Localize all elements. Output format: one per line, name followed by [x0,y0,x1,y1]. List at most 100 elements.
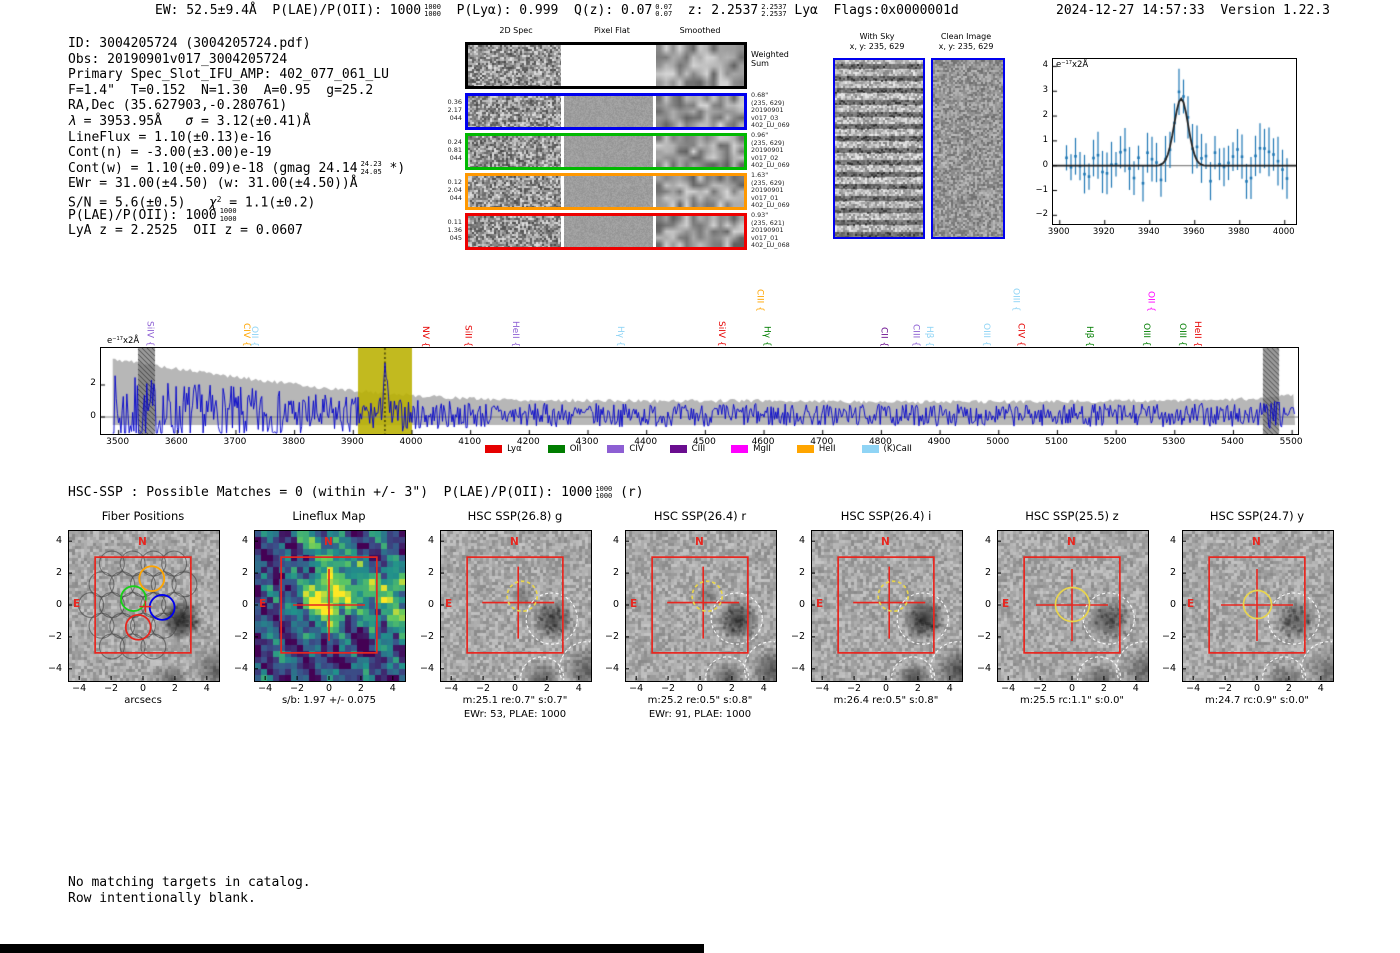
page-edge-bar [0,944,704,953]
cutout-y-tick: 2 [241,567,248,579]
pixel-flat-image [564,176,653,207]
cutout-title: Lineflux Map [292,509,366,523]
cutout-x-tick: −4 [258,683,273,694]
legend-swatch [547,445,565,453]
cutout-title: HSC SSP(24.7) y [1209,509,1305,523]
emission-line-label: CIV { [240,323,251,347]
legend-swatch [607,445,625,453]
compass-east: E [1187,598,1195,610]
cutout-xlabel: m:25.5 rc:1.1" s:0.0" [1019,695,1125,706]
emission-line-label: OIII { [1140,323,1151,347]
legend-label: MgII [753,444,771,454]
compass-east: E [1002,598,1010,610]
spec2d-row-right-labels: 0.68" (235, 629) 20190901 v017_03 402_LU_069 [751,91,790,130]
cutout-overlay [254,540,394,680]
legend-item: HeII [796,444,836,454]
spectrum-x-tick: 5000 [986,437,1010,447]
spec2d-row [465,133,747,170]
cutout-y-tick: 0 [427,599,434,610]
2d-spec-image [468,136,561,167]
line-fit-plot [1052,58,1297,225]
legend-swatch [796,445,814,453]
spec2d-row-left-labels: 0.11 1.36 045 [447,218,462,242]
emission-line-label: SiIV { [716,321,727,347]
cutout-overlay [440,540,590,680]
cutout-y-tick: 0 [241,599,248,610]
cutout-overlay [997,540,1147,680]
legend-item: MgII [731,444,771,454]
spectrum-x-tick: 4000 [399,437,423,447]
pixel-flat-image [564,136,653,167]
spectrum-x-tick: 5500 [1279,437,1303,447]
weighted-sum-row [465,42,747,89]
info-line-4: F=1.4" T=0.152 N=1.30 A=0.95 g=25.2 [68,82,374,98]
spectrum-x-tick: 4100 [458,437,482,447]
legend-item: CIV [607,444,644,454]
legend-label: Lyα [507,444,522,454]
cutout-xlabel: arcsecs [124,695,162,706]
cutout-xlabel: m:24.7 rc:0.9" s:0.0" [1204,695,1310,706]
2d-spec-image [468,45,561,86]
emission-line-label: CII { [878,326,889,347]
cutout-x-tick: 2 [171,683,178,694]
cutout-y-tick: 0 [984,599,991,610]
fit-ylabel: e−17x2Å [1056,60,1089,70]
cutout-overlay [625,540,775,680]
cutout-y-tick: −4 [604,662,619,674]
footer-line-2: Row intentionally blank. [68,890,256,906]
cutout-x-tick: 0 [882,683,890,694]
cutout-x-tick: 2 [543,683,550,694]
info-line-13: LyA z = 2.2525 OII z = 0.0607 [68,223,303,239]
emission-line-label: OIII { [980,323,991,347]
emission-line-label: SiIV { [144,321,155,347]
smoothed-image [656,216,744,247]
compass-north: N [881,536,890,548]
spectrum-x-tick: 4200 [516,437,540,447]
cutout-y-tick: 2 [55,567,62,579]
emission-line-label: CIII { [910,324,921,347]
cutout-x-tick: 4 [575,683,582,694]
legend-label: CIII [691,444,706,454]
hsc-match-line: HSC-SSP : Possible Matches = 0 (within +… [68,484,644,500]
info-line-6: λ = 3953.95Å σ = 3.12(±0.41)Å [68,113,311,129]
cutout-x-tick: 0 [511,683,519,694]
spec2d-row [465,213,747,250]
cutout-title: Fiber Positions [101,509,185,523]
cutout-overlay [68,540,208,680]
legend-item: Lyα [485,444,522,454]
cutout-image-4 [625,530,777,682]
fit-y-tick: 2 [1042,110,1048,121]
cutout-x-tick: −2 [661,683,676,694]
cutout-overlay [811,540,961,680]
cutout-caption2: EWr: 91, PLAE: 1000 [648,709,752,720]
cutout-title: HSC SSP(26.4) r [653,509,747,523]
spectrum-x-tick: 5100 [1044,437,1068,447]
fit-x-tick: 3980 [1227,227,1250,237]
cutout-y-tick: −2 [790,630,805,642]
spectrum-x-tick: 3900 [340,437,364,447]
emission-line-label: SiII { [462,324,473,347]
cutout-y-tick: 4 [427,535,434,547]
info-line-5: RA,Dec (35.627903,-0.280761) [68,98,288,114]
info-line-3: Primary Spec_Slot_IFU_AMP: 402_077_061_L… [68,67,389,83]
col-header-pixel-flat: Pixel Flat [594,26,630,35]
spec2d-row-left-labels: 0.12 2.04 044 [447,178,462,202]
cutout-image-6 [997,530,1149,682]
fit-x-tick: 3960 [1182,227,1205,237]
spectrum-ylabel: e−17x2Å [107,336,140,346]
legend-label: (K)CaII [883,444,912,454]
cutout-caption2: EWr: 53, PLAE: 1000 [463,709,567,720]
legend-item: OII [547,444,581,454]
emission-line-label: OIII { [1010,288,1021,312]
legend-swatch [731,445,749,453]
cutout-x-tick: −2 [476,683,491,694]
cutout-y-tick: −4 [790,662,805,674]
cutout-y-tick: −4 [47,662,62,674]
2d-spec-image [468,216,561,247]
cutout-x-tick: −4 [815,683,830,694]
info-line-9: Cont(w) = 1.10(±0.09)e-18 (gmag 24.14 24.… [68,160,406,176]
col-header-smoothed: Smoothed [679,26,721,35]
cutout-y-tick: 0 [798,599,805,610]
emission-line-label: Hγ { [761,326,772,347]
